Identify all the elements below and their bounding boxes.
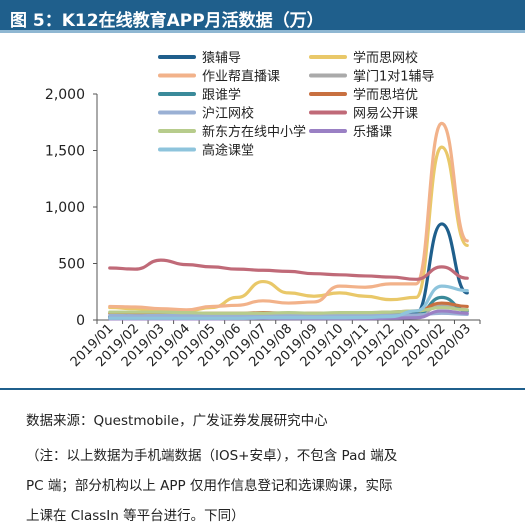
y-tick-label: 1,500 — [45, 144, 85, 160]
series-line — [108, 284, 469, 320]
y-tick-label: 0 — [76, 313, 85, 329]
source-text: 数据来源：Questmobile，广发证券发展研究中心 — [26, 413, 328, 429]
legend-label: 新东方在线中小学 — [202, 124, 306, 140]
legend-label: 网易公开课 — [353, 107, 418, 122]
figure-title-bar: 图 5：K12在线教育APP月活数据（万） — [0, 0, 525, 33]
legend-label: 高途课堂 — [202, 143, 254, 159]
series-line — [108, 121, 469, 312]
legend-label: 学而思培优 — [353, 87, 418, 103]
series-lines — [108, 121, 469, 321]
series-line — [108, 145, 469, 313]
legend-label: 乐播课 — [353, 125, 392, 140]
y-tick-label: 2,000 — [45, 87, 85, 103]
y-tick-label: 500 — [58, 257, 85, 273]
series-line — [108, 311, 469, 318]
note-line-3: 上课在 ClassIn 等平台进行。下同） — [26, 508, 245, 524]
legend-label: 跟谁学 — [202, 87, 241, 103]
legend-label: 学而思网校 — [353, 50, 418, 66]
legend-label: 掌门1对1辅导 — [353, 70, 435, 85]
legend-label: 作业帮直播课 — [202, 70, 280, 85]
figure-footer: 数据来源：Questmobile，广发证券发展研究中心 （注：以上数据为手机端数… — [0, 388, 525, 532]
note-line-1: （注：以上数据为手机端数据（IOS+安卓），不包含 Pad 端及 — [26, 448, 398, 464]
figure-title: 图 5：K12在线教育APP月活数据（万） — [10, 11, 324, 31]
legend-label: 沪江网校 — [202, 106, 254, 122]
series-line — [108, 258, 469, 281]
line-chart: 05001,0001,5002,0002019/012019/022019/03… — [45, 50, 481, 370]
y-tick-label: 1,000 — [45, 200, 85, 216]
note-line-2: PC 端；部分机构以上 APP 仅用作信息登记和选课购课，实际 — [26, 478, 393, 494]
legend-label: 猿辅导 — [202, 51, 241, 66]
